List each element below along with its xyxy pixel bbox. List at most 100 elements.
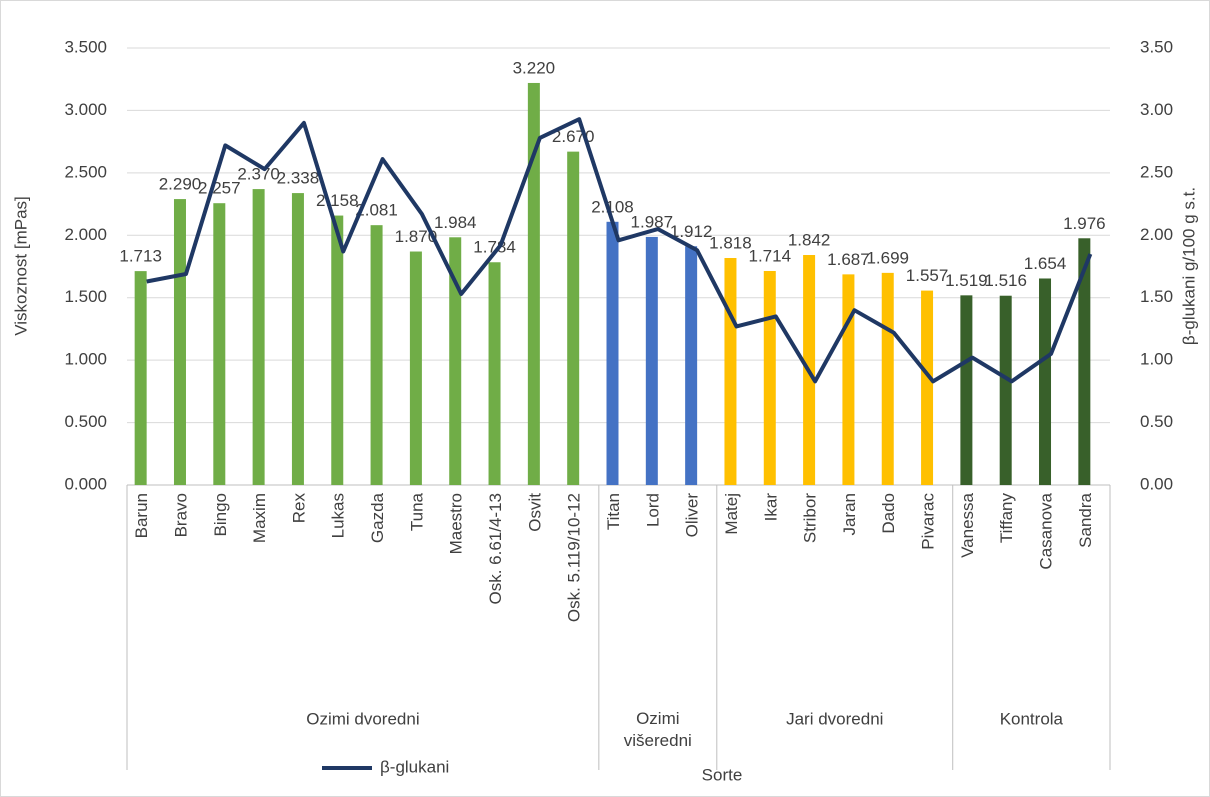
value-label: 1.714 xyxy=(749,246,792,265)
value-label: 1.976 xyxy=(1063,214,1106,233)
y-tick-label: 1.000 xyxy=(64,350,107,369)
bar xyxy=(331,215,344,485)
x-tick-label: Titan xyxy=(604,493,623,530)
bar xyxy=(1039,278,1052,485)
value-label: 1.912 xyxy=(670,222,713,241)
x-tick-label: Gazda xyxy=(368,492,387,543)
x-tick-label: Matej xyxy=(722,493,741,535)
group-label: Jari dvoredni xyxy=(786,709,883,728)
y2-tick-label: 2.50 xyxy=(1140,162,1173,181)
x-tick-label: Lukas xyxy=(329,493,348,538)
value-label: 1.699 xyxy=(866,248,909,267)
bar xyxy=(606,221,619,485)
bar xyxy=(527,82,540,486)
y2-tick-label: 1.00 xyxy=(1140,350,1173,369)
bar xyxy=(999,295,1012,485)
y2-axis-title: β-glukani g/100 g s.t. xyxy=(1179,187,1198,345)
x-axis-title: Sorte xyxy=(702,765,743,784)
bar xyxy=(763,270,776,485)
bar xyxy=(842,274,855,485)
line-series xyxy=(146,117,1093,384)
y-tick-label: 2.500 xyxy=(64,162,107,181)
value-label: 2.158 xyxy=(316,191,359,210)
bar xyxy=(1078,238,1091,485)
x-tick-label: Rex xyxy=(289,493,308,524)
x-tick-label: Dado xyxy=(879,493,898,534)
value-label: 1.842 xyxy=(788,230,831,249)
value-label: 1.984 xyxy=(434,213,477,232)
x-tick-label: Pivarac xyxy=(919,493,938,550)
bar xyxy=(449,237,462,485)
value-label: 2.338 xyxy=(277,169,320,188)
y-tick-label: 0.000 xyxy=(64,474,107,493)
y-tick-label: 1.500 xyxy=(64,287,107,306)
y-tick-label: 0.500 xyxy=(64,412,107,431)
value-label: 2.081 xyxy=(355,201,398,220)
value-label: 2.290 xyxy=(159,175,202,194)
y2-tick-label: 0.00 xyxy=(1140,474,1173,493)
value-label: 2.108 xyxy=(591,197,634,216)
x-tick-label: Lord xyxy=(643,493,662,527)
x-tick-label: Stribor xyxy=(801,493,820,543)
bar xyxy=(173,199,186,485)
x-tick-label: Tiffany xyxy=(997,493,1016,544)
group-label: Ozimi višeredni xyxy=(624,709,692,750)
y-tick-label: 3.500 xyxy=(64,37,107,56)
x-tick-label: Oliver xyxy=(683,493,702,538)
y2-tick-label: 3.00 xyxy=(1140,100,1173,119)
y2-tick-label: 0.50 xyxy=(1140,412,1173,431)
x-tick-label: Bingo xyxy=(211,493,230,536)
x-tick-label: Vanessa xyxy=(958,492,977,557)
value-label: 1.516 xyxy=(984,271,1027,290)
group-label: Ozimi dvoredni xyxy=(306,709,419,728)
y2-tick-label: 2.00 xyxy=(1140,225,1173,244)
value-label: 1.654 xyxy=(1024,254,1067,273)
bar xyxy=(291,193,304,486)
value-label: 1.519 xyxy=(945,271,988,290)
value-label: 1.784 xyxy=(473,238,516,257)
y2-tick-label: 1.50 xyxy=(1140,287,1173,306)
x-tick-label: Tuna xyxy=(407,492,426,531)
bar xyxy=(252,189,265,486)
x-tick-label: Casanova xyxy=(1037,492,1056,569)
group-label: Kontrola xyxy=(1000,709,1064,728)
legend-label: β-glukani xyxy=(380,757,449,776)
bar xyxy=(960,295,973,485)
bar xyxy=(921,290,934,485)
x-tick-label: Osvit xyxy=(525,493,544,532)
value-label: 1.870 xyxy=(395,227,438,246)
value-label: 3.220 xyxy=(513,58,556,77)
bar xyxy=(370,225,383,485)
x-tick-label: Osk. 5.119/10-12 xyxy=(565,493,584,622)
value-label: 1.557 xyxy=(906,266,949,285)
x-tick-label: Maestro xyxy=(447,493,466,554)
x-tick-label: Jaran xyxy=(840,493,859,536)
value-label: 2.257 xyxy=(198,179,241,198)
value-label: 1.987 xyxy=(631,212,674,231)
y-tick-label: 3.000 xyxy=(64,100,107,119)
x-tick-label: Sandra xyxy=(1076,492,1095,547)
value-label: 1.818 xyxy=(709,233,752,252)
x-tick-label: Osk. 6.61/4-13 xyxy=(486,493,505,605)
bar xyxy=(881,272,894,485)
value-label: 1.687 xyxy=(827,250,870,269)
bar xyxy=(488,262,501,485)
bar xyxy=(645,236,658,485)
x-tick-label: Maxim xyxy=(250,493,269,543)
bar xyxy=(724,258,737,485)
x-tick-label: Ikar xyxy=(761,493,780,522)
bar xyxy=(685,246,698,485)
bar xyxy=(409,251,422,485)
value-label: 1.713 xyxy=(119,247,162,266)
x-tick-label: Bravo xyxy=(171,493,190,537)
y2-tick-label: 3.50 xyxy=(1140,37,1173,56)
bar xyxy=(134,271,147,485)
x-tick-label: Barun xyxy=(132,493,151,538)
bar xyxy=(213,203,226,485)
bar xyxy=(567,151,580,486)
y-tick-label: 2.000 xyxy=(64,225,107,244)
y-axis-title: Viskoznost [mPas] xyxy=(11,196,30,336)
value-label: 2.370 xyxy=(237,165,280,184)
